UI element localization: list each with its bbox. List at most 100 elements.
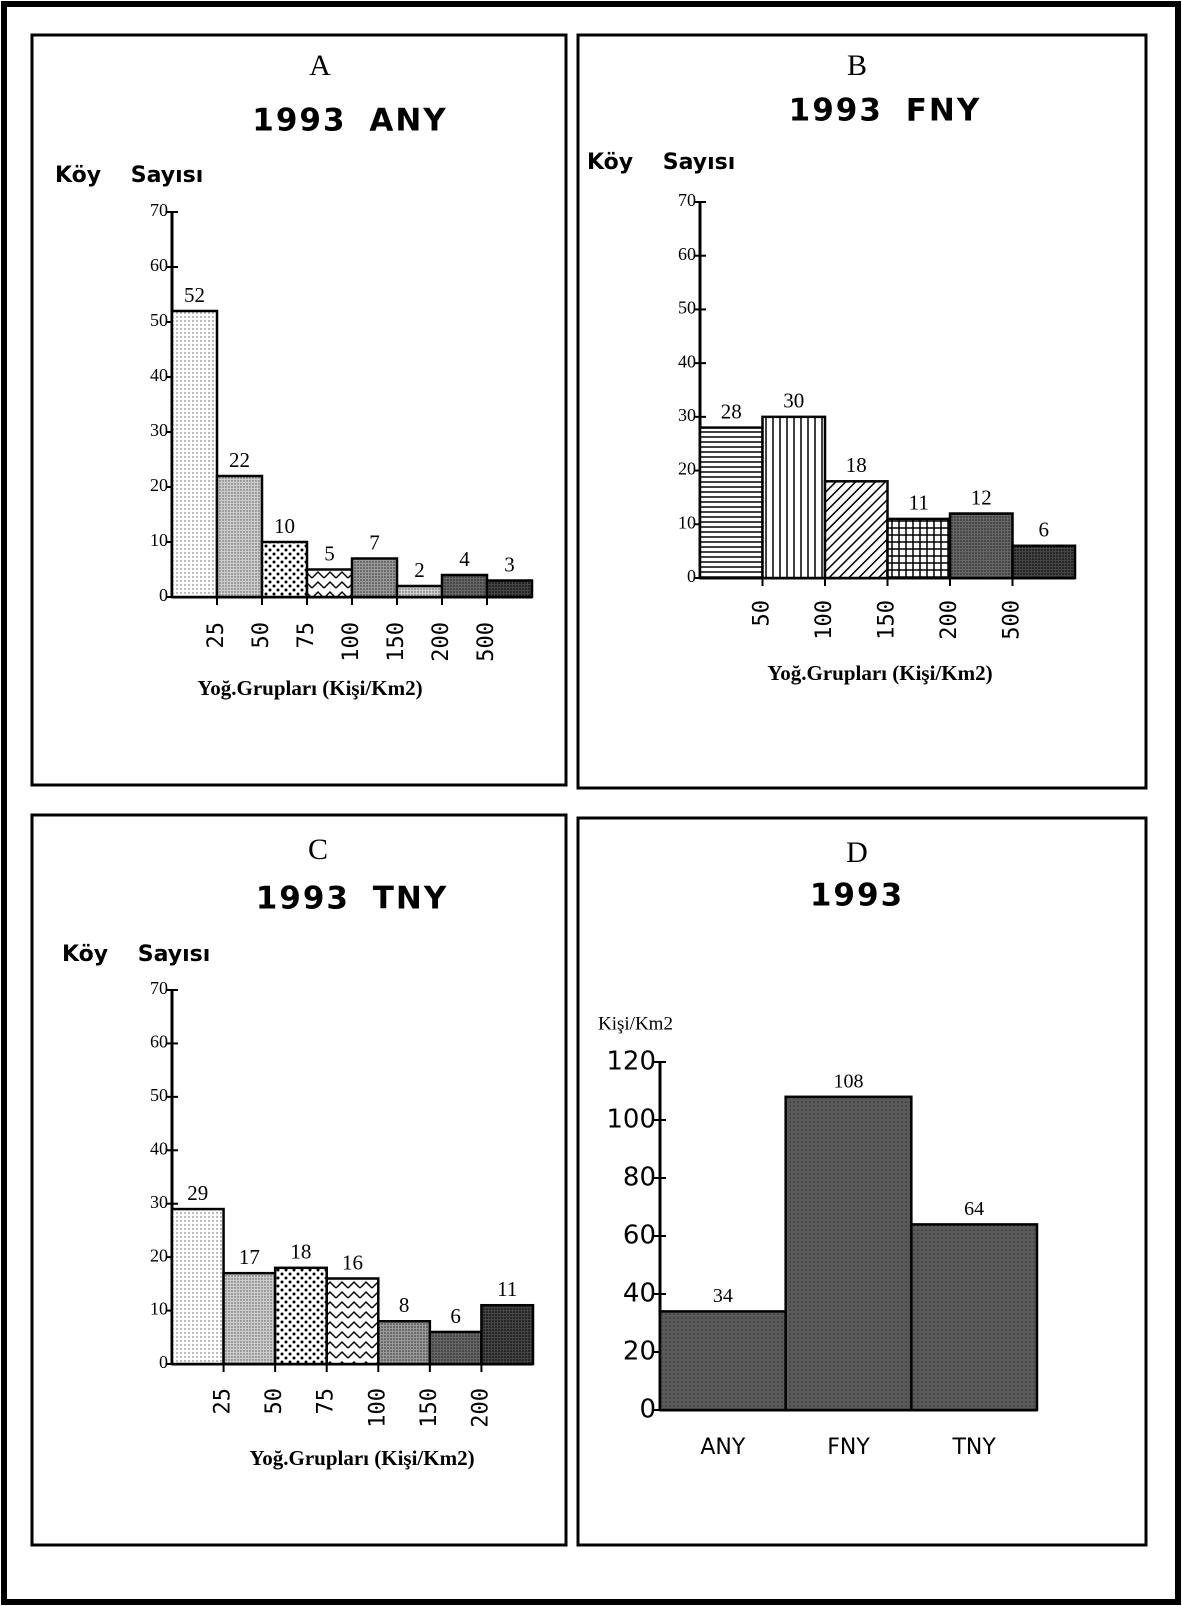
- x-tick-label: FNY: [827, 1435, 870, 1460]
- bar: [350, 557, 399, 599]
- value-label: 6: [1039, 518, 1050, 542]
- x-tick-label: 100: [812, 600, 837, 640]
- chart-subtitle: 1993 ANY: [252, 103, 447, 139]
- y-tick-label: 60: [150, 255, 168, 275]
- value-label: 2: [414, 558, 425, 582]
- bar: [823, 480, 889, 580]
- y-tick-label: 30: [150, 1192, 168, 1212]
- bar: [273, 1266, 328, 1366]
- x-tick-label: 50: [262, 1388, 287, 1415]
- x-tick-label: 50: [750, 600, 775, 627]
- y-tick-label: 80: [623, 1163, 656, 1193]
- x-tick-label: ANY: [700, 1435, 746, 1460]
- bar: [784, 1095, 913, 1412]
- value-label: 11: [497, 1277, 517, 1301]
- y-tick-label: 20: [678, 459, 696, 479]
- bar: [170, 309, 219, 599]
- x-tick-label: 500: [1000, 600, 1025, 640]
- bar: [886, 517, 952, 580]
- y-tick-label: 40: [150, 365, 168, 385]
- value-label: 17: [239, 1245, 260, 1269]
- chart-subtitle: 1993 FNY: [789, 93, 982, 129]
- y-tick-label: 20: [623, 1337, 656, 1367]
- bar: [260, 540, 309, 599]
- y-axis-label: Köy Sayısı: [62, 942, 210, 967]
- y-tick-label: 60: [678, 244, 696, 264]
- y-axis-label: Köy Sayısı: [587, 150, 735, 175]
- y-tick-label: 40: [150, 1138, 168, 1158]
- bar: [698, 426, 764, 580]
- value-label: 18: [846, 453, 867, 477]
- x-tick-label: 75: [314, 1388, 339, 1415]
- x-tick-label: 25: [211, 1388, 236, 1415]
- chart-title: A: [309, 49, 331, 82]
- x-tick-label: 150: [875, 600, 900, 640]
- chart-title: C: [308, 833, 328, 866]
- x-axis-label: Yoğ.Grupları (Kişi/Km2): [249, 1446, 474, 1470]
- value-label: 3: [504, 552, 515, 576]
- x-axis-label: Yoğ.Grupları (Kişi/Km2): [197, 676, 422, 700]
- bar: [658, 1310, 787, 1412]
- bar: [480, 1303, 535, 1366]
- y-tick-label: 60: [623, 1221, 656, 1251]
- y-tick-label: 30: [678, 405, 696, 425]
- y-tick-label: 0: [687, 566, 696, 586]
- value-label: 11: [909, 491, 929, 515]
- y-tick-label: 10: [150, 1299, 168, 1319]
- bar: [428, 1330, 483, 1366]
- chart-subtitle: 1993: [810, 878, 904, 914]
- panel: [30, 813, 568, 1547]
- x-tick-label: 25: [204, 622, 229, 649]
- x-tick-label: 500: [474, 622, 499, 662]
- value-label: 52: [184, 283, 205, 307]
- value-label: 16: [342, 1250, 363, 1274]
- x-tick-label: 75: [294, 622, 319, 649]
- y-tick-label: 0: [159, 585, 168, 605]
- bar: [948, 512, 1014, 580]
- bar: [761, 415, 827, 580]
- y-tick-label: 40: [678, 351, 696, 371]
- value-label: 5: [324, 541, 335, 565]
- y-tick-label: 50: [150, 310, 168, 330]
- bar: [305, 568, 354, 599]
- bar: [222, 1271, 277, 1366]
- y-axis-label: Kişi/Km2: [598, 1013, 673, 1034]
- value-label: 34: [713, 1285, 733, 1307]
- y-tick-label: 20: [150, 475, 168, 495]
- value-label: 7: [369, 530, 380, 554]
- chart-subtitle: 1993 TNY: [256, 881, 449, 917]
- y-axis-label: Köy Sayısı: [55, 163, 203, 188]
- x-tick-label: 100: [339, 622, 364, 662]
- y-tick-label: 10: [150, 530, 168, 550]
- y-tick-label: 100: [606, 1105, 656, 1135]
- chart-title: D: [846, 836, 868, 869]
- y-tick-label: 70: [150, 978, 168, 998]
- bar: [485, 579, 534, 599]
- x-tick-label: 200: [429, 622, 454, 662]
- y-tick-label: 0: [159, 1352, 168, 1372]
- bar: [377, 1320, 432, 1366]
- y-tick-label: 20: [150, 1245, 168, 1265]
- panel: [576, 816, 1148, 1547]
- chart-title: B: [847, 49, 867, 82]
- bar: [1011, 544, 1077, 580]
- x-tick-label: 50: [249, 622, 274, 649]
- x-tick-label: TNY: [951, 1435, 996, 1460]
- value-label: 8: [399, 1293, 410, 1317]
- value-label: 28: [721, 399, 742, 423]
- y-tick-label: 40: [623, 1279, 656, 1309]
- y-tick-label: 60: [150, 1032, 168, 1052]
- bar: [910, 1223, 1039, 1412]
- bar: [325, 1277, 380, 1366]
- y-tick-label: 120: [606, 1047, 656, 1077]
- panel: [576, 33, 1148, 790]
- value-label: 64: [964, 1198, 984, 1220]
- bar: [170, 1207, 225, 1366]
- x-tick-label: 150: [384, 622, 409, 662]
- value-label: 108: [834, 1070, 864, 1092]
- y-tick-label: 70: [678, 190, 696, 210]
- y-tick-label: 50: [150, 1085, 168, 1105]
- x-axis-label: Yoğ.Grupları (Kişi/Km2): [767, 661, 992, 685]
